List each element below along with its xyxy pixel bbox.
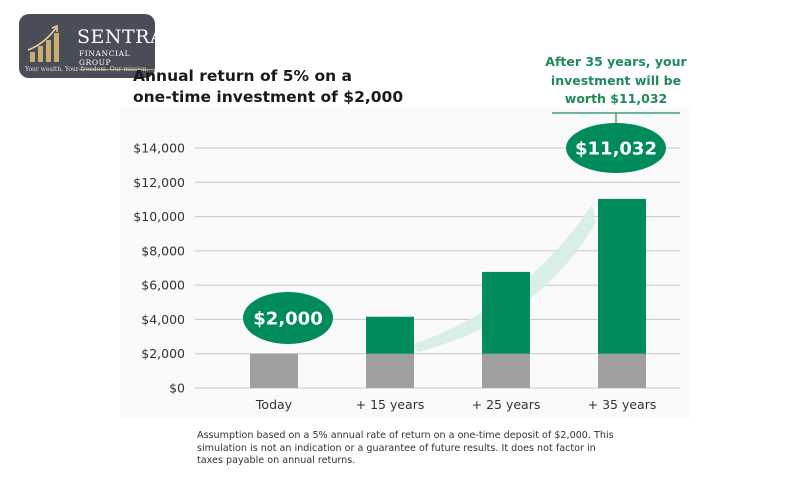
callout-bubble — [566, 123, 666, 173]
sentra-logo: SENTRA FINANCIAL GROUP Your wealth. Your… — [19, 14, 164, 78]
callout-label: $2,000 — [253, 309, 322, 330]
y-tick-label: $2,000 — [141, 346, 185, 361]
title-line-1: Annual return of 5% on a — [133, 67, 352, 85]
bar-growth — [598, 198, 646, 354]
footnote: Assumption based on a 5% annual rate of … — [197, 430, 614, 466]
bar-principal — [598, 353, 646, 388]
y-tick-label: $8,000 — [141, 243, 185, 258]
y-tick-label: $4,000 — [141, 312, 185, 327]
logo-brand: SENTRA — [77, 26, 165, 48]
annotation: After 35 years, your investment will be … — [545, 53, 687, 109]
annotation-line-3: worth $11,032 — [564, 91, 668, 106]
annotation-line-1: After 35 years, your — [545, 54, 687, 69]
logo-tagline: Your wealth. Your freedom. Our mission. — [25, 66, 149, 73]
chart-title: Annual return of 5% on a one-time invest… — [133, 66, 403, 108]
y-tick-label: $0 — [169, 381, 185, 396]
title-line-2: one-time investment of $2,000 — [133, 88, 404, 106]
y-tick-label: $6,000 — [141, 278, 185, 293]
x-tick-label: Today — [255, 397, 293, 412]
y-tick-label: $14,000 — [133, 141, 185, 156]
x-tick-label: + 15 years — [356, 397, 425, 412]
y-tick-label: $12,000 — [133, 175, 185, 190]
x-tick-label: + 25 years — [472, 397, 541, 412]
logo-subtitle: FINANCIAL GROUP — [79, 49, 155, 70]
bar-growth — [366, 316, 414, 354]
bar-growth — [482, 271, 530, 354]
growth-bars-icon — [27, 24, 59, 62]
callout-bubble — [243, 292, 333, 344]
bar-principal — [250, 353, 298, 388]
bar-principal — [482, 353, 530, 388]
bar-principal — [366, 353, 414, 388]
annotation-line-2: investment will be — [550, 72, 682, 88]
callout-label: $11,032 — [575, 139, 657, 160]
y-tick-label: $10,000 — [133, 209, 185, 224]
x-tick-label: + 35 years — [588, 397, 657, 412]
